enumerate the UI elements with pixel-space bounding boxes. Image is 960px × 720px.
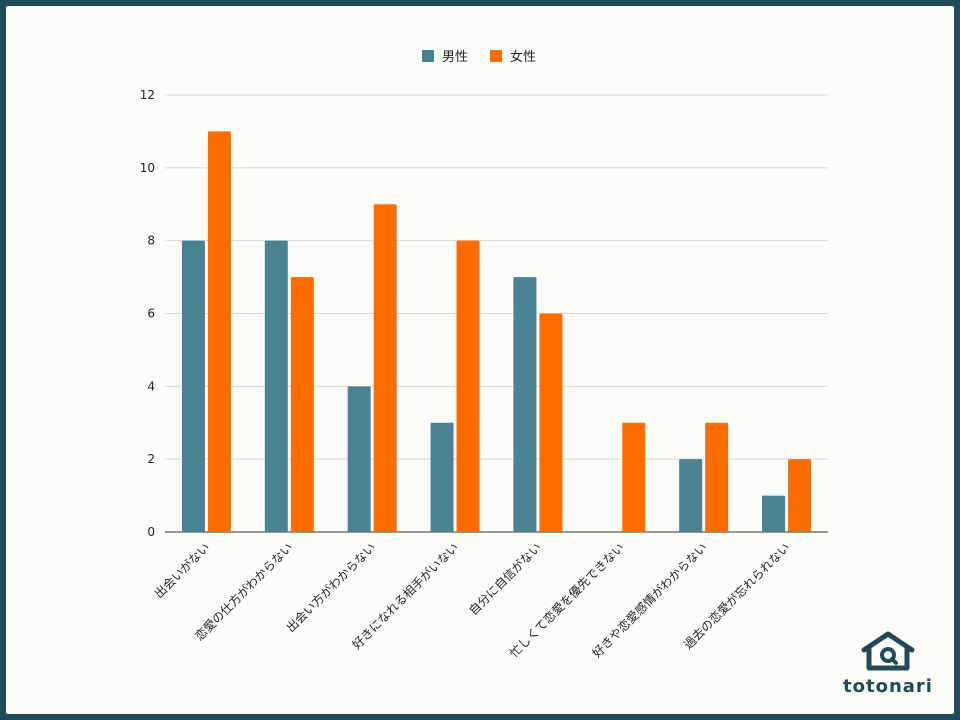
y-tick-label: 4	[147, 379, 155, 393]
bar-female	[622, 422, 646, 532]
legend-label: 男性	[442, 50, 468, 65]
legend-label: 女性	[510, 49, 536, 65]
logo: totonari	[838, 630, 938, 697]
y-tick-label: 12	[140, 88, 155, 102]
y-tick-labels: 0 2 4 6 8 10 12	[140, 88, 155, 539]
x-tick-label: 出会いがない	[151, 540, 213, 602]
bar-female	[705, 422, 729, 532]
bar-male	[181, 240, 205, 532]
bar-female	[539, 313, 563, 532]
y-tick-label: 6	[147, 307, 155, 321]
bar-male	[430, 422, 454, 532]
bar-female	[456, 240, 480, 532]
x-tick-label: 出会い方がわからない	[283, 540, 378, 635]
bar-male	[347, 386, 371, 532]
bar-male	[513, 277, 537, 532]
legend-swatch	[490, 50, 502, 62]
bar-male	[264, 240, 288, 532]
bar-female	[788, 459, 812, 532]
bar-female	[290, 277, 314, 532]
house-logo-icon	[861, 631, 915, 671]
grid-lines	[165, 94, 828, 533]
bar-male	[679, 459, 703, 532]
logo-text: totonari	[843, 676, 933, 697]
x-tick-label: 自分に自信がない	[466, 540, 544, 618]
bar-male	[762, 495, 786, 532]
x-tick-labels: 出会いがない恋愛の仕方がわからない出会い方がわからない好きになれる相手がいない自…	[151, 540, 793, 661]
y-tick-label: 10	[140, 161, 155, 175]
y-tick-label: 2	[147, 452, 155, 466]
chart-frame	[6, 6, 954, 714]
bar-female	[207, 131, 231, 532]
y-tick-label: 0	[147, 525, 155, 539]
bars	[181, 131, 812, 532]
bar-female	[373, 204, 397, 532]
legend-swatch	[422, 50, 434, 62]
legend: 男性 女性	[422, 49, 536, 65]
y-tick-label: 8	[147, 234, 155, 248]
